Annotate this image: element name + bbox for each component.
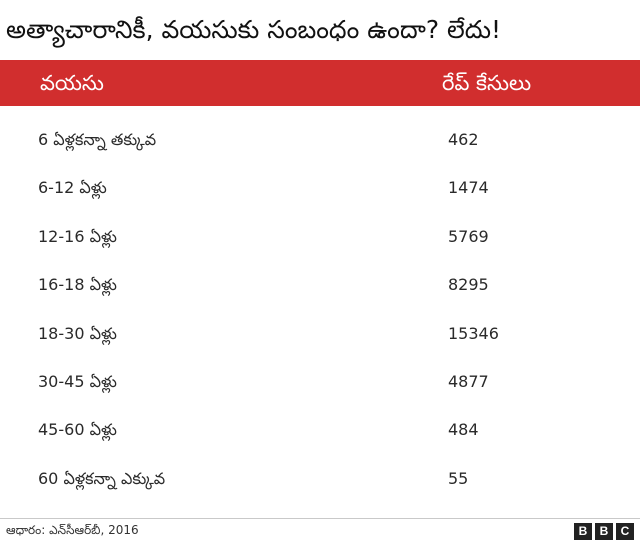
case-count-value: 4877 bbox=[448, 371, 489, 391]
table-row: 30-45 ఏళ్లు 4877 bbox=[0, 362, 640, 410]
case-count-value: 484 bbox=[448, 420, 479, 440]
table-row: 6 ఏళ్లకన్నా తక్కువ 462 bbox=[0, 120, 640, 168]
age-group-label: 30-45 ఏళ్లు bbox=[38, 371, 117, 391]
age-group-label: 12-16 ఏళ్లు bbox=[38, 226, 117, 246]
logo-letter: B bbox=[595, 523, 613, 540]
table-row: 12-16 ఏళ్లు 5769 bbox=[0, 217, 640, 265]
table-row: 6-12 ఏళ్లు 1474 bbox=[0, 168, 640, 216]
table-row: 45-60 ఏళ్లు 484 bbox=[0, 410, 640, 458]
chart-title: అత్యాచారానికీ, వయసుకు సంబంధం ఉందా? లేదు! bbox=[6, 15, 502, 44]
table-row: 16-18 ఏళ్లు 8295 bbox=[0, 265, 640, 313]
column-header-age: వయసు bbox=[40, 71, 104, 95]
case-count-value: 15346 bbox=[448, 323, 499, 343]
bbc-logo: B B C bbox=[574, 523, 634, 540]
age-group-label: 60 ఏళ్లకన్నా ఎక్కువ bbox=[38, 468, 166, 488]
logo-letter: C bbox=[616, 523, 634, 540]
case-count-value: 55 bbox=[448, 468, 469, 488]
table-header: వయసు రేప్ కేసులు bbox=[0, 60, 640, 106]
age-group-label: 16-18 ఏళ్లు bbox=[38, 275, 117, 295]
column-header-cases: రేప్ కేసులు bbox=[442, 71, 532, 95]
age-group-label: 18-30 ఏళ్లు bbox=[38, 323, 117, 343]
age-group-label: 45-60 ఏళ్లు bbox=[38, 420, 117, 440]
age-group-label: 6-12 ఏళ్లు bbox=[38, 178, 107, 198]
case-count-value: 5769 bbox=[448, 226, 489, 246]
case-count-value: 1474 bbox=[448, 178, 489, 198]
case-count-value: 8295 bbox=[448, 275, 489, 295]
table-row: 60 ఏళ్లకన్నా ఎక్కువ 55 bbox=[0, 459, 640, 507]
logo-letter: B bbox=[574, 523, 592, 540]
age-group-label: 6 ఏళ్లకన్నా తక్కువ bbox=[38, 130, 157, 149]
source-note: ఆధారం: ఎన్‌సీఆర్‌బీ, 2016 bbox=[6, 523, 139, 537]
case-count-value: 462 bbox=[448, 130, 479, 149]
table-body: 6 ఏళ్లకన్నా తక్కువ 462 6-12 ఏళ్లు 1474 12-16… bbox=[0, 120, 640, 507]
footer-divider bbox=[0, 518, 640, 519]
table-row: 18-30 ఏళ్లు 15346 bbox=[0, 314, 640, 362]
